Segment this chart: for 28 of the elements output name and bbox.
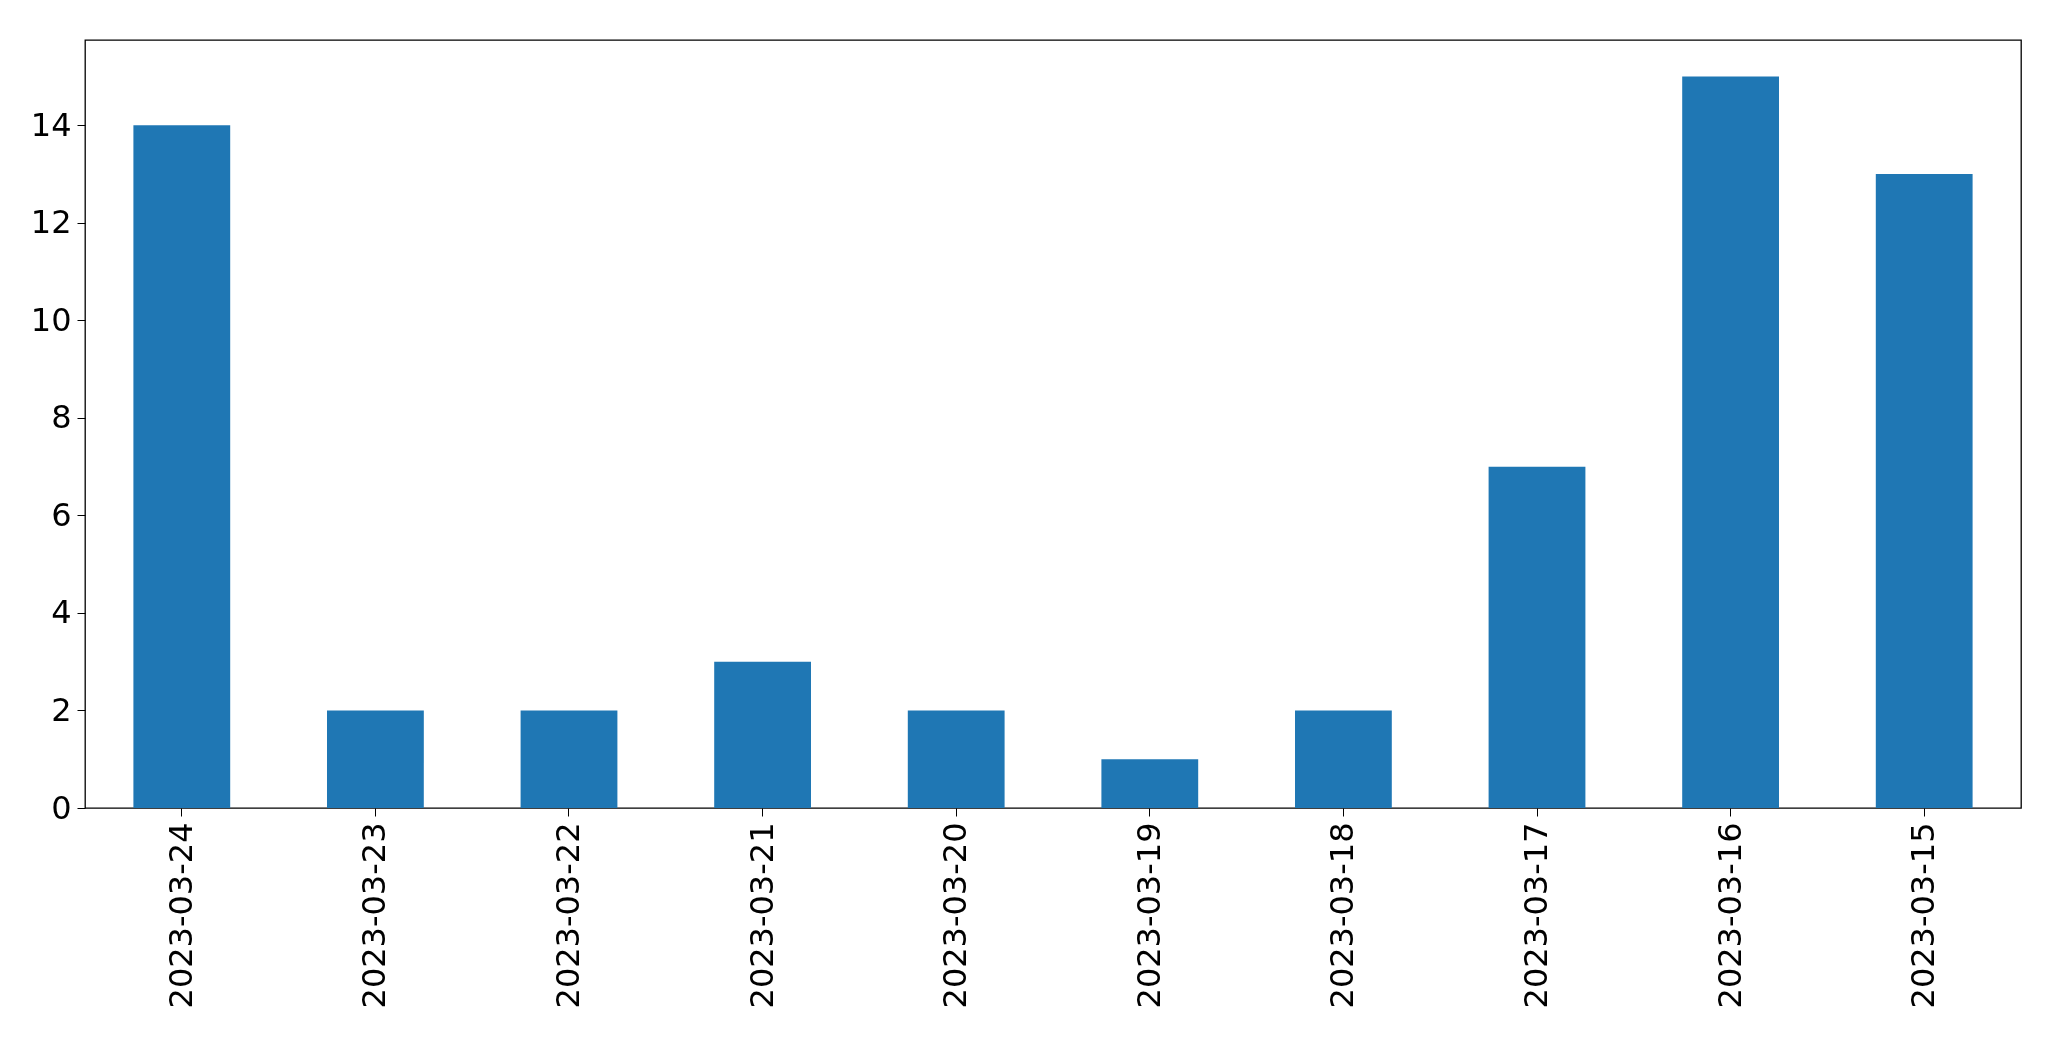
x-tick-label: 2023-03-19 bbox=[1129, 822, 1168, 1009]
x-tick-label: 2023-03-23 bbox=[355, 822, 394, 1009]
x-tick-label: 2023-03-15 bbox=[1904, 822, 1943, 1009]
bar bbox=[133, 125, 231, 808]
y-tick-label: 12 bbox=[30, 203, 72, 242]
y-tick-label: 0 bbox=[51, 788, 72, 827]
x-tick-label: 2023-03-22 bbox=[549, 822, 587, 1009]
y-tick-label: 2 bbox=[51, 690, 72, 729]
x-tick-label: 2023-03-16 bbox=[1710, 822, 1749, 1009]
x-tick-label: 2023-03-18 bbox=[1323, 822, 1362, 1009]
bar bbox=[1101, 759, 1199, 808]
bar bbox=[520, 710, 618, 808]
bar bbox=[1682, 76, 1779, 808]
x-tick-label: 2023-03-20 bbox=[936, 822, 975, 1009]
y-tick-label: 6 bbox=[51, 495, 72, 534]
x-tick-label: 2023-03-17 bbox=[1517, 822, 1555, 1009]
y-tick-label: 4 bbox=[51, 593, 72, 632]
x-tick-label: 2023-03-21 bbox=[742, 822, 781, 1009]
bar bbox=[327, 710, 424, 808]
y-tick-label: 14 bbox=[30, 105, 72, 144]
bar bbox=[714, 661, 811, 808]
y-tick-label: 10 bbox=[30, 300, 72, 339]
bar bbox=[1875, 174, 1973, 808]
bar bbox=[907, 710, 1005, 808]
bar bbox=[1295, 710, 1392, 808]
y-tick-label: 8 bbox=[51, 398, 72, 437]
x-tick-label: 2023-03-24 bbox=[161, 822, 200, 1009]
bar bbox=[1488, 466, 1586, 808]
